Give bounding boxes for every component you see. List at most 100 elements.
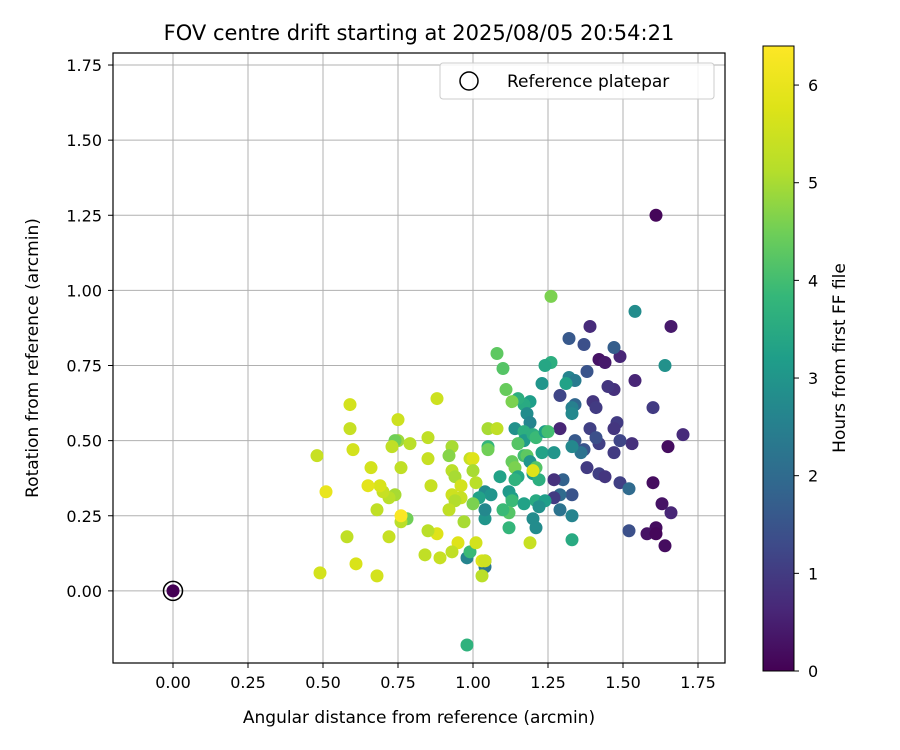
data-points bbox=[162, 208, 690, 652]
data-point bbox=[385, 440, 399, 454]
data-point bbox=[577, 337, 591, 351]
y-tick-label: 0.50 bbox=[66, 432, 102, 451]
data-point bbox=[526, 464, 540, 478]
colorbar-label: Hours from first FF file bbox=[830, 263, 850, 453]
data-point bbox=[625, 437, 639, 451]
y-tick-label: 0.75 bbox=[66, 357, 102, 376]
data-point bbox=[664, 319, 678, 333]
data-point bbox=[394, 461, 408, 475]
x-tick-label: 0.25 bbox=[230, 673, 266, 692]
colorbar-tick-label: 3 bbox=[808, 369, 818, 388]
data-point bbox=[364, 461, 378, 475]
legend-marker-icon bbox=[459, 71, 479, 91]
colorbar-tick-label: 1 bbox=[808, 564, 818, 583]
x-tick-label: 0.50 bbox=[305, 673, 341, 692]
data-point bbox=[370, 569, 384, 583]
data-point bbox=[655, 497, 669, 511]
data-point bbox=[433, 551, 447, 565]
data-point bbox=[478, 512, 492, 526]
data-point bbox=[511, 437, 525, 451]
data-point bbox=[565, 440, 579, 454]
y-tick-label: 0.00 bbox=[66, 582, 102, 601]
colorbar-tick-label: 5 bbox=[808, 174, 818, 193]
data-point bbox=[421, 524, 435, 538]
data-point bbox=[649, 208, 663, 222]
colorbar-ticks: 0 1 2 3 4 5 6 bbox=[794, 76, 818, 681]
data-point bbox=[442, 449, 456, 463]
data-point bbox=[598, 356, 612, 370]
x-tick-label: 0.75 bbox=[380, 673, 416, 692]
data-point bbox=[529, 521, 543, 535]
data-point bbox=[490, 422, 504, 436]
data-point bbox=[658, 359, 672, 373]
data-point bbox=[535, 446, 549, 460]
x-tick-label: 0.00 bbox=[155, 673, 191, 692]
x-tick-label: 1.75 bbox=[680, 673, 716, 692]
data-point bbox=[361, 479, 375, 493]
data-point bbox=[373, 479, 387, 493]
y-tick-label: 1.25 bbox=[66, 206, 102, 225]
data-point bbox=[370, 503, 384, 517]
data-point bbox=[553, 422, 567, 436]
data-point bbox=[565, 509, 579, 523]
data-point bbox=[394, 509, 408, 523]
data-point bbox=[589, 431, 603, 445]
legend: Reference platepar bbox=[439, 62, 715, 100]
data-point bbox=[649, 527, 663, 541]
data-point bbox=[601, 380, 615, 394]
grid-lines bbox=[113, 53, 725, 663]
legend-box bbox=[439, 62, 715, 100]
y-tick-label: 1.00 bbox=[66, 281, 102, 300]
data-point bbox=[562, 331, 576, 345]
data-point bbox=[640, 527, 654, 541]
x-tick-label: 1.00 bbox=[455, 673, 491, 692]
data-point bbox=[622, 524, 636, 538]
data-point bbox=[628, 304, 642, 318]
data-point bbox=[475, 569, 489, 583]
data-point bbox=[547, 446, 561, 460]
data-point bbox=[466, 497, 480, 511]
data-point bbox=[478, 503, 492, 517]
data-point bbox=[457, 515, 471, 529]
data-point bbox=[505, 494, 519, 508]
data-point bbox=[484, 488, 498, 502]
plot-area-frame bbox=[112, 52, 726, 664]
data-point bbox=[454, 479, 468, 493]
data-point bbox=[613, 434, 627, 448]
y-tick-label: 0.25 bbox=[66, 507, 102, 526]
colorbar: 0 1 2 3 4 5 6 Hours from first FF file bbox=[762, 45, 850, 681]
data-point bbox=[583, 319, 597, 333]
data-point bbox=[424, 479, 438, 493]
data-point bbox=[607, 446, 621, 460]
data-point bbox=[538, 359, 552, 373]
data-point bbox=[676, 428, 690, 442]
data-point bbox=[403, 437, 417, 451]
data-point bbox=[580, 365, 594, 379]
data-point bbox=[493, 470, 507, 484]
data-point bbox=[310, 449, 324, 463]
data-point bbox=[658, 539, 672, 553]
data-point bbox=[544, 289, 558, 303]
data-point bbox=[559, 377, 573, 391]
data-point bbox=[391, 413, 405, 427]
data-point bbox=[532, 500, 546, 514]
data-point bbox=[346, 443, 360, 457]
data-point bbox=[469, 476, 483, 490]
data-point bbox=[421, 431, 435, 445]
data-point bbox=[499, 383, 513, 397]
data-point bbox=[661, 440, 675, 454]
data-point bbox=[502, 521, 516, 535]
data-point bbox=[535, 377, 549, 391]
data-point bbox=[580, 461, 594, 475]
data-point bbox=[628, 374, 642, 388]
data-point bbox=[664, 506, 678, 520]
y-axis-label: Rotation from reference (arcmin) bbox=[23, 218, 43, 498]
data-point bbox=[496, 362, 510, 376]
data-point bbox=[553, 389, 567, 403]
data-point bbox=[418, 548, 432, 562]
reference-point bbox=[166, 584, 180, 598]
data-point bbox=[523, 536, 537, 550]
chart-title: FOV centre drift starting at 2025/08/05 … bbox=[164, 21, 675, 45]
y-tick-label: 1.50 bbox=[66, 131, 102, 150]
